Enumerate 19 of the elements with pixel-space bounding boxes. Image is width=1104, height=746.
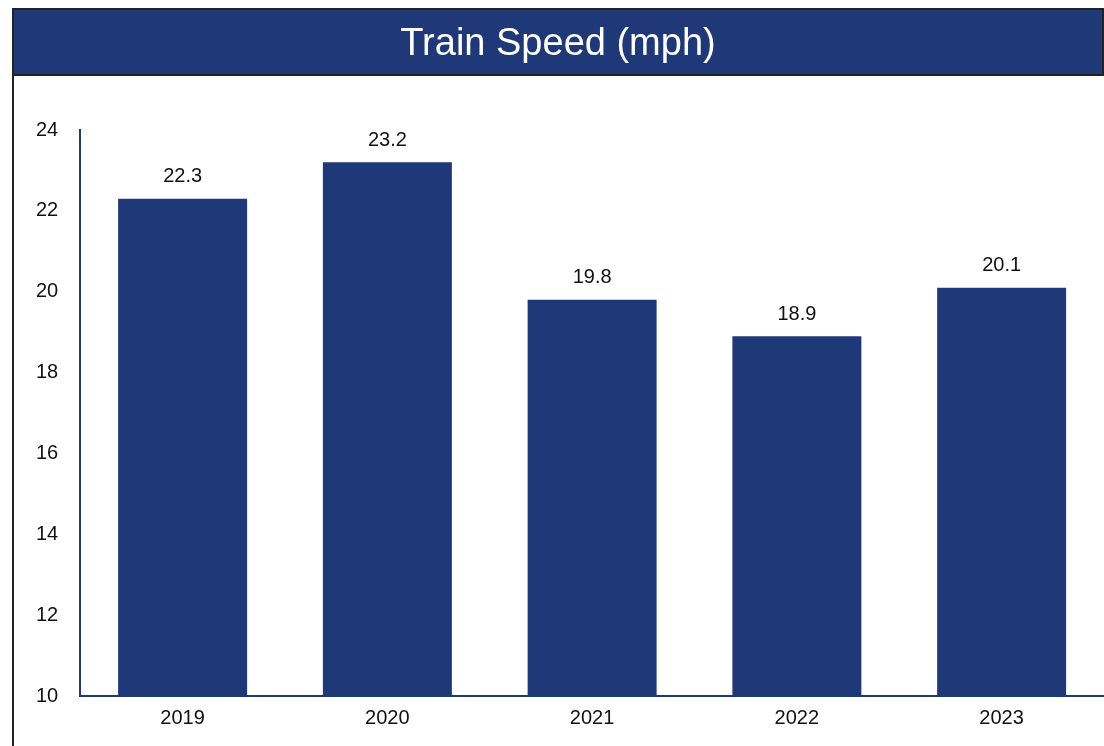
data-label: 23.2: [367, 127, 407, 150]
data-label: 22.3: [163, 164, 203, 187]
y-tick-label: 22: [36, 198, 59, 221]
y-tick-label: 20: [36, 279, 59, 302]
data-label: 19.8: [572, 265, 612, 288]
y-tick-label: 10: [36, 683, 59, 706]
x-tick-label: 2019: [160, 705, 205, 728]
y-tick-label: 12: [36, 602, 59, 625]
y-tick-label: 18: [36, 360, 59, 383]
x-tick-label: 2023: [979, 705, 1024, 728]
chart-title: Train Speed (mph): [12, 8, 1104, 76]
data-label: 18.9: [777, 301, 817, 324]
y-tick-label: 16: [36, 440, 59, 463]
data-label: 20.1: [982, 253, 1022, 276]
y-tick-label: 14: [36, 521, 59, 544]
x-tick-label: 2020: [365, 705, 410, 728]
x-tick-label: 2022: [774, 705, 820, 728]
y-tick-label: 24: [36, 117, 59, 140]
x-tick-label: 2021: [569, 705, 615, 728]
